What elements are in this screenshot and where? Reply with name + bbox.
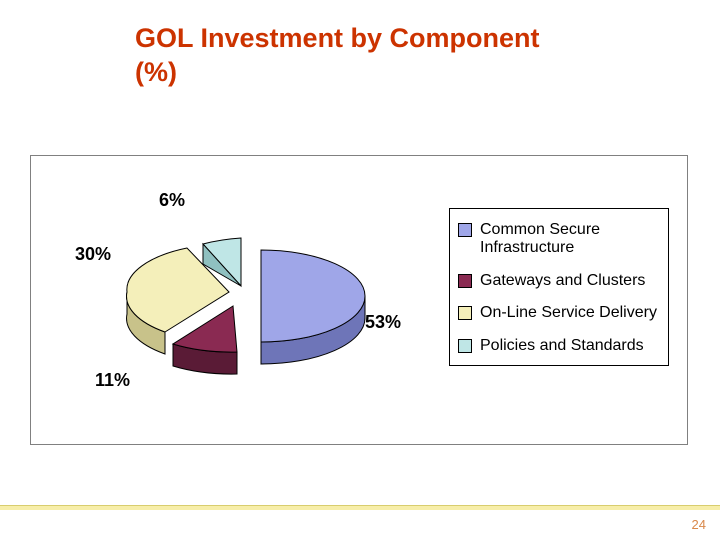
label-11pct: 11% (95, 370, 130, 391)
title-line-1: GOL Investment by Component (135, 23, 540, 53)
pie-chart: 6% 30% 11% 53% (81, 186, 421, 406)
label-53pct: 53% (365, 312, 401, 333)
legend-swatch (458, 274, 472, 288)
title-line-2: (%) (135, 57, 177, 87)
legend-item: On-Line Service Delivery (458, 304, 660, 322)
slide: GOL Investment by Component (%) (0, 0, 720, 540)
legend-label: Common Secure Infrastructure (480, 221, 660, 258)
legend-item: Gateways and Clusters (458, 272, 660, 290)
chart-container: 6% 30% 11% 53% Common Secure Infrastruct… (30, 155, 688, 445)
label-6pct: 6% (159, 190, 185, 211)
label-30pct: 30% (75, 244, 111, 265)
slide-title: GOL Investment by Component (%) (135, 22, 540, 90)
legend-label: On-Line Service Delivery (480, 304, 657, 322)
footer-divider (0, 505, 720, 510)
legend-swatch (458, 223, 472, 237)
legend-item: Common Secure Infrastructure (458, 221, 660, 258)
legend-item: Policies and Standards (458, 337, 660, 355)
legend-label: Policies and Standards (480, 337, 644, 355)
pie-svg (81, 186, 421, 406)
page-number: 24 (692, 517, 706, 532)
legend-label: Gateways and Clusters (480, 272, 645, 290)
legend-swatch (458, 306, 472, 320)
legend: Common Secure Infrastructure Gateways an… (449, 208, 669, 366)
legend-swatch (458, 339, 472, 353)
slice-common-secure-infrastructure (261, 250, 365, 364)
